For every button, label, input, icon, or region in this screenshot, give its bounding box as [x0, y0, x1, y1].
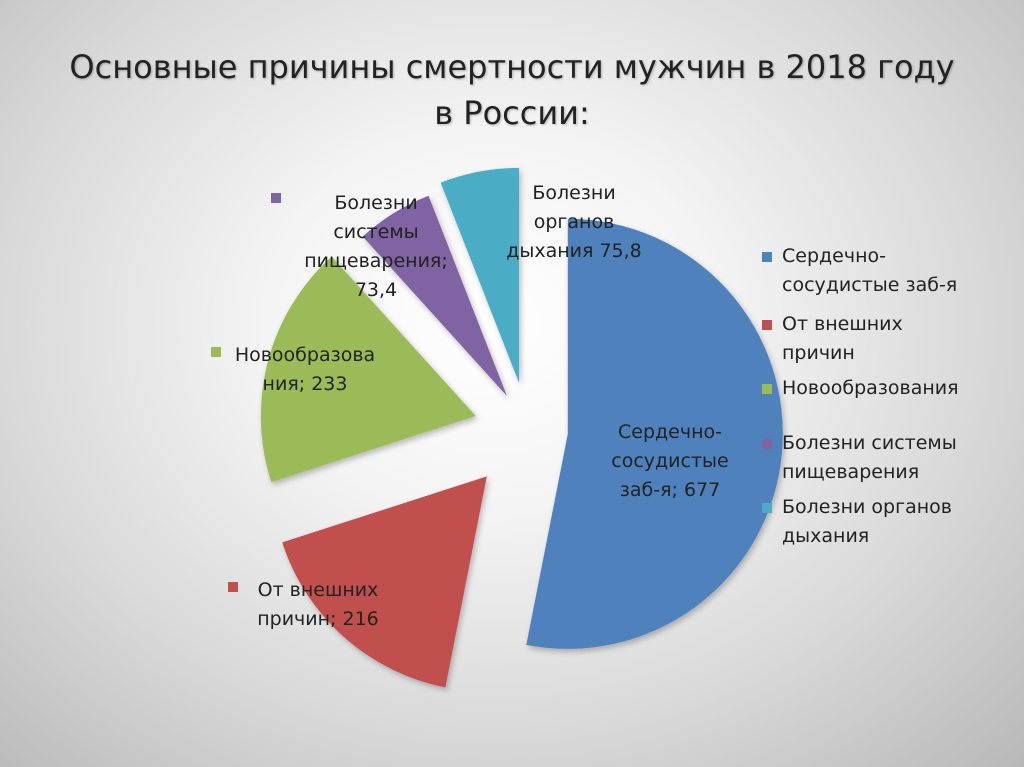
chart-title-line-1: Основные причины смертности мужчин в 201…	[69, 48, 955, 86]
data-label-marker-3	[271, 193, 281, 203]
legend-label-4-0: Болезни органов	[782, 496, 952, 518]
chart-title-line-2: в России:	[434, 94, 590, 132]
data-label-marker-1	[228, 582, 238, 592]
legend-item-0: Сердечно-сосудистые заб-я	[762, 242, 1002, 300]
legend-swatch-2	[762, 384, 772, 394]
legend-item-3: Болезни системы пищеварения	[762, 429, 1002, 487]
data-label-marker-2	[211, 347, 221, 357]
chart-legend: Сердечно-сосудистые заб-я От внешних причи…	[762, 242, 1002, 551]
data-label-2: Новообразова ния; 233	[235, 344, 375, 395]
legend-item-1: От внешних причин	[762, 310, 1002, 368]
legend-label-1-1: причин	[782, 342, 855, 364]
pie-slice-1	[282, 476, 487, 688]
legend-item-2: Новообразования	[762, 374, 1002, 403]
pie-slice-3	[362, 195, 507, 396]
pie-slice-2	[260, 256, 476, 483]
legend-swatch-3	[762, 439, 772, 449]
data-label-0: Сердечно-сосудистые заб-я; 677	[611, 421, 728, 501]
legend-label-0-1: сосудистые заб-я	[782, 274, 958, 296]
legend-label-2-0: Новообразования	[782, 377, 959, 399]
legend-label-4-1: дыхания	[782, 525, 870, 547]
legend-swatch-0	[762, 252, 772, 262]
data-label-1: От внешних причин; 216	[257, 579, 379, 630]
data-label-4: Болезни органов дыхания 75,8	[506, 182, 642, 262]
legend-swatch-1	[762, 320, 772, 330]
pie-slice-0	[526, 218, 783, 649]
legend-item-4: Болезни органов дыхания	[762, 493, 1002, 551]
data-label-marker-4	[474, 184, 484, 194]
legend-label-3-1: пищеварения	[782, 461, 920, 483]
chart-title: Основные причины смертности мужчин в 201…	[0, 44, 1024, 136]
pie-slice-4	[440, 167, 520, 383]
legend-label-0-0: Сердечно-	[782, 245, 886, 267]
legend-label-1-0: От внешних	[782, 313, 903, 335]
data-label-3: Болезни системы пищеварения; 73,4	[304, 192, 448, 301]
legend-label-3-0: Болезни системы	[782, 432, 957, 454]
legend-swatch-4	[762, 503, 772, 513]
